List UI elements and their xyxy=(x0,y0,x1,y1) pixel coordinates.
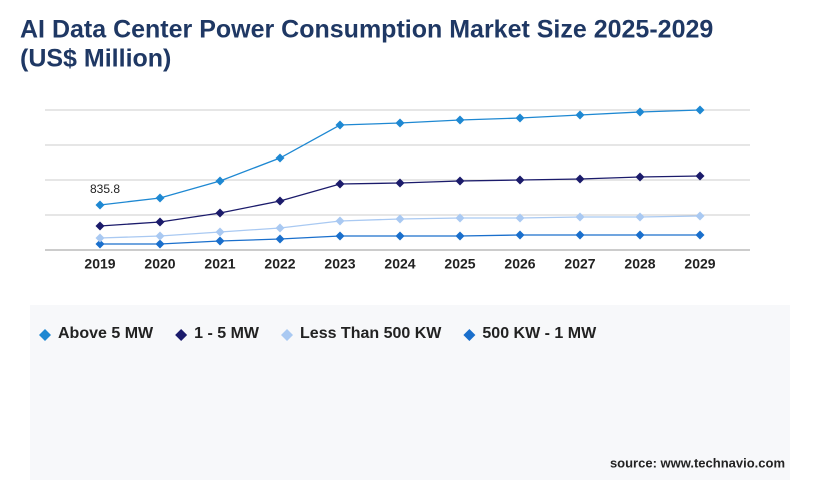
point xyxy=(455,176,465,186)
point xyxy=(695,171,705,181)
x-tick-label: 2021 xyxy=(204,256,235,272)
point xyxy=(215,208,225,218)
chart-title: AI Data Center Power Consumption Market … xyxy=(20,16,713,44)
point xyxy=(575,230,585,240)
point xyxy=(95,200,105,210)
legend-marker xyxy=(175,329,188,341)
point xyxy=(455,115,465,125)
chart-subtitle: (US$ Million) xyxy=(20,45,171,73)
x-tick-label: 2027 xyxy=(564,256,595,272)
point xyxy=(215,236,225,246)
point xyxy=(635,230,645,240)
legend-marker xyxy=(463,329,476,341)
point xyxy=(695,105,705,115)
x-tick-label: 2029 xyxy=(684,256,715,272)
point xyxy=(575,174,585,184)
point xyxy=(275,223,285,233)
point xyxy=(155,217,165,227)
point xyxy=(455,231,465,241)
point xyxy=(515,175,525,185)
point xyxy=(215,176,225,186)
x-tick-label: 2026 xyxy=(504,256,535,272)
point xyxy=(695,211,705,221)
point xyxy=(335,179,345,189)
legend-panel xyxy=(30,305,790,480)
x-tick-label: 2025 xyxy=(444,256,475,272)
point xyxy=(455,213,465,223)
point xyxy=(515,213,525,223)
point xyxy=(155,193,165,203)
point xyxy=(575,110,585,120)
x-tick-label: 2020 xyxy=(144,256,175,272)
point xyxy=(335,231,345,241)
point xyxy=(155,231,165,241)
point xyxy=(95,239,105,249)
point xyxy=(215,227,225,237)
point xyxy=(155,239,165,249)
point xyxy=(635,107,645,117)
point xyxy=(635,172,645,182)
point xyxy=(95,221,105,231)
x-tick-label: 2019 xyxy=(84,256,115,272)
point xyxy=(395,118,405,128)
x-tick-label: 2023 xyxy=(324,256,355,272)
point xyxy=(275,196,285,206)
point xyxy=(275,153,285,163)
point xyxy=(575,212,585,222)
point xyxy=(275,234,285,244)
point xyxy=(515,113,525,123)
point xyxy=(335,216,345,226)
point xyxy=(395,214,405,224)
point xyxy=(95,233,105,243)
legend-label: Less Than 500 KW xyxy=(300,325,442,342)
source: source: www.technavio.com xyxy=(610,455,785,470)
point xyxy=(515,230,525,240)
point xyxy=(395,231,405,241)
point xyxy=(335,120,345,130)
legend-marker xyxy=(39,329,51,341)
legend-label: 1 - 5 MW xyxy=(194,325,260,342)
x-tick-label: 2022 xyxy=(264,256,295,272)
legend-label: Above 5 MW xyxy=(58,325,154,342)
legend-label: 500 KW - 1 MW xyxy=(482,325,597,342)
point xyxy=(695,230,705,240)
data-label: 835.8 xyxy=(90,182,120,196)
point xyxy=(635,212,645,222)
x-tick-label: 2024 xyxy=(384,256,415,272)
point xyxy=(395,178,405,188)
x-tick-label: 2028 xyxy=(624,256,655,272)
legend-marker xyxy=(281,329,294,341)
